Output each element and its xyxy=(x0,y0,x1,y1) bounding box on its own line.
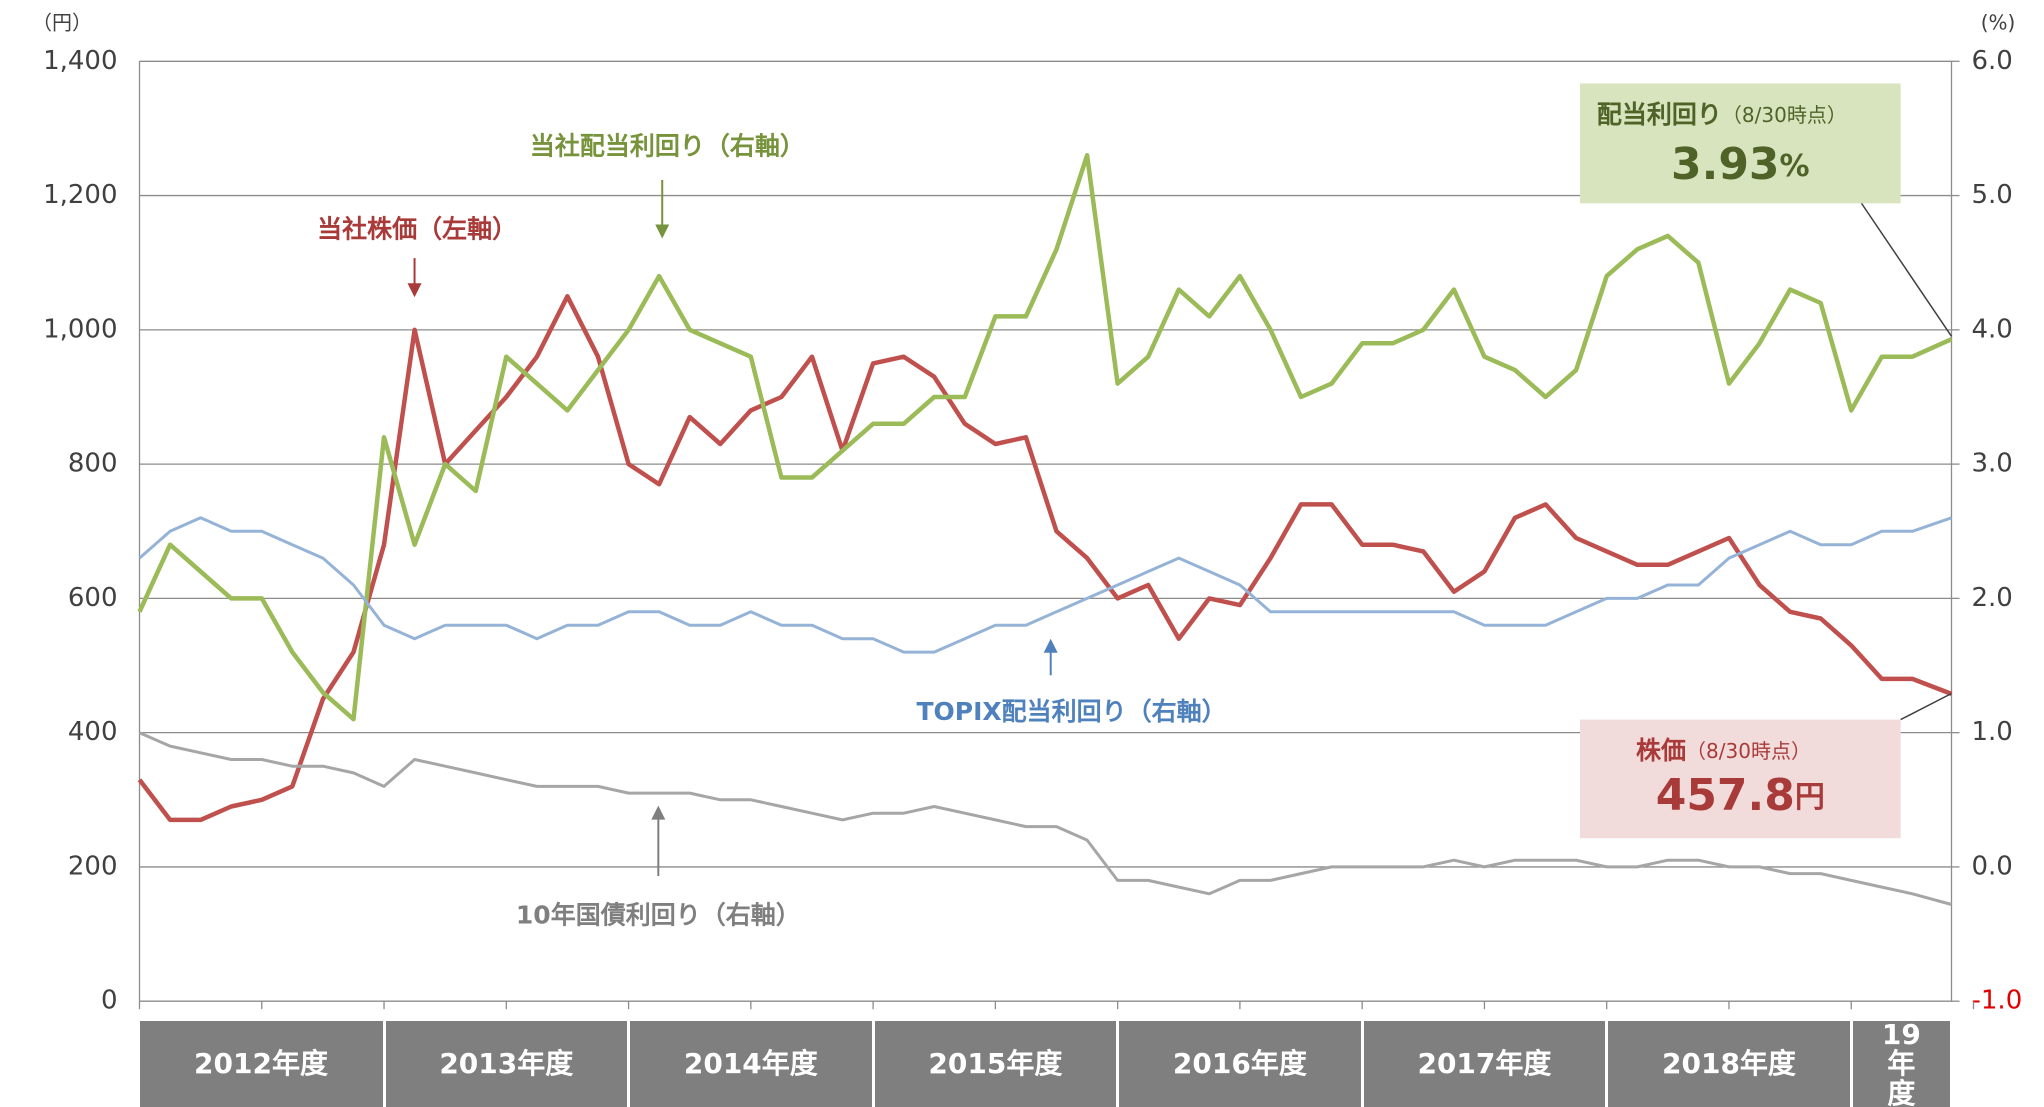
callout-value: 3.93% xyxy=(1671,139,1810,190)
fiscal-year-label: 19年度 xyxy=(1881,1017,1921,1107)
fiscal-year-band: 19年度 xyxy=(1852,1017,1950,1107)
fiscal-year-label: 2016年度 xyxy=(1172,1047,1307,1081)
callout-leader xyxy=(1900,692,1952,721)
fiscal-year-label: 2018年度 xyxy=(1662,1047,1796,1081)
callout-box xyxy=(1579,83,1901,204)
fiscal-year-band: 2017年度 xyxy=(1363,1020,1606,1107)
y2-tick-label: -1.0 xyxy=(1972,986,2023,1016)
callout-leader xyxy=(1860,202,1953,337)
y-tick-label: 1,200 xyxy=(43,180,117,210)
arrow-head xyxy=(1043,638,1058,653)
callout-value: 457.8円 xyxy=(1656,770,1825,821)
callout-title: 配当利回り（8/30時点） xyxy=(1597,100,1847,129)
annotation: 当社株価（左軸） xyxy=(317,215,517,244)
fiscal-year-band: 2015年度 xyxy=(874,1020,1117,1107)
annotation: 当社配当利回り（右軸） xyxy=(530,131,805,160)
fiscal-year-label: 2012年度 xyxy=(194,1047,328,1081)
fiscal-year-label: 2013年度 xyxy=(439,1047,574,1081)
annotation: 10年国債利回り（右軸） xyxy=(516,900,801,929)
callout-note: （8/30時点） xyxy=(1686,739,1811,763)
y-unit: （円） xyxy=(32,11,92,35)
callout-box xyxy=(1579,719,1901,839)
series-line xyxy=(138,731,1952,906)
fiscal-year-band: 2014年度 xyxy=(630,1020,872,1107)
callout-title-text: 配当利回り xyxy=(1597,100,1722,129)
callout-note: （8/30時点） xyxy=(1722,103,1847,127)
y2-tick-label: 3.0 xyxy=(1972,449,2013,479)
y2-tick-label: 0.0 xyxy=(1972,851,2013,881)
y-tick-label: 1,400 xyxy=(43,46,117,76)
fiscal-year-band: 2013年度 xyxy=(385,1020,628,1107)
callout-unit: 円 xyxy=(1795,779,1825,814)
fiscal-year-label: 2017年度 xyxy=(1417,1047,1552,1081)
callout-title: 株価（8/30時点） xyxy=(1636,736,1811,765)
series-line xyxy=(137,294,1953,823)
callout-value-number: 3.93 xyxy=(1671,139,1780,190)
arrow-head xyxy=(655,224,670,239)
y2-unit: (%) xyxy=(1981,11,2016,35)
series-line xyxy=(138,516,1952,654)
arrow-head xyxy=(651,805,666,820)
series-line xyxy=(137,153,1953,722)
arrow-head xyxy=(407,283,422,298)
fiscal-year-band: 2018年度 xyxy=(1608,1020,1850,1107)
annotation: TOPIX配当利回り（右軸） xyxy=(916,697,1226,726)
y-tick-label: 600 xyxy=(68,583,118,613)
y-tick-label: 0 xyxy=(101,986,118,1016)
y-tick-label: 400 xyxy=(68,717,118,747)
y2-tick-label: 6.0 xyxy=(1972,46,2013,76)
fiscal-year-band: 2016年度 xyxy=(1119,1020,1361,1107)
fiscal-year-label: 2015年度 xyxy=(928,1047,1063,1081)
y2-tick-label: 2.0 xyxy=(1972,583,2013,613)
y2-tick-label: 5.0 xyxy=(1972,180,2013,210)
y-tick-label: 1,000 xyxy=(43,314,117,344)
y2-tick-label: 1.0 xyxy=(1972,717,2013,747)
y-tick-label: 200 xyxy=(68,851,118,881)
callout-value-number: 457.8 xyxy=(1656,770,1795,821)
fiscal-year-band: 2012年度 xyxy=(139,1020,383,1107)
callout-title-text: 株価 xyxy=(1636,736,1686,765)
fiscal-year-label: 2014年度 xyxy=(683,1047,818,1081)
callout-unit: % xyxy=(1780,148,1810,183)
y2-tick-label: 4.0 xyxy=(1972,314,2013,344)
y-tick-label: 800 xyxy=(68,449,118,479)
